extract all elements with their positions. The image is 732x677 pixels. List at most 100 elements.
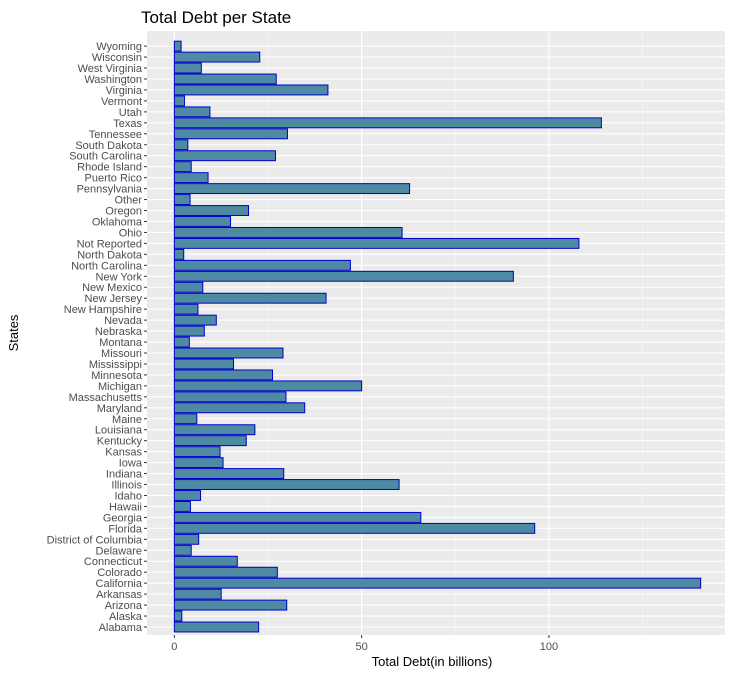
y-tick-label: Arkansas [96, 589, 142, 601]
x-tick-label: 0 [171, 641, 177, 653]
bar [173, 522, 536, 534]
y-tick-label: Vermont [101, 96, 142, 108]
y-tick-label: Idaho [114, 490, 142, 502]
y-tick-label: California [96, 578, 143, 590]
chart-title: Total Debt per State [141, 8, 291, 27]
y-tick-label: Montana [99, 337, 143, 349]
bar [173, 479, 400, 490]
bar [173, 380, 363, 392]
y-tick-label: Minnesota [91, 370, 143, 382]
y-tick-label: Iowa [119, 458, 143, 470]
y-tick-label: Colorado [97, 567, 142, 579]
bar [173, 369, 273, 381]
bar [173, 281, 204, 293]
bar [173, 194, 191, 206]
bar [173, 117, 602, 129]
y-tick-label: District of Columbia [47, 534, 143, 546]
bar [173, 490, 202, 501]
y-tick-label: Utah [119, 107, 142, 119]
y-tick-label: Mississippi [89, 359, 142, 371]
y-tick-label: Indiana [106, 469, 143, 481]
bar [173, 588, 222, 600]
y-tick-label: Pennsylvania [77, 184, 143, 196]
bar [173, 511, 422, 523]
y-tick-label: Other [114, 195, 142, 207]
bar [173, 259, 351, 271]
y-tick-label: Texas [113, 118, 142, 130]
bar [173, 555, 238, 567]
bar [173, 468, 285, 480]
bar [173, 457, 224, 469]
bar [173, 292, 327, 304]
y-tick-label: Oregon [105, 206, 142, 218]
y-tick-label: Nevada [104, 315, 143, 327]
y-tick-label: Michigan [98, 381, 142, 393]
y-tick-label: South Dakota [75, 140, 143, 152]
x-axis: 0 50 100 [171, 635, 558, 653]
y-tick-label: Virginia [106, 85, 143, 97]
bars [173, 40, 702, 633]
y-tick-label: Tennessee [89, 129, 142, 141]
bar [173, 402, 306, 414]
bar [173, 544, 192, 556]
y-tick-label: Alabama [99, 622, 143, 634]
y-tick-label: Not Reported [77, 238, 142, 250]
bar [173, 500, 191, 512]
x-axis-title: Total Debt(in billions) [372, 654, 493, 669]
bar [173, 183, 411, 195]
bar [173, 599, 288, 611]
y-tick-label: Delaware [96, 545, 142, 557]
bar [173, 336, 190, 348]
y-tick-label: Massachusetts [69, 392, 143, 404]
bar [173, 205, 250, 216]
bar [173, 216, 232, 227]
bar [173, 566, 278, 578]
bar [173, 358, 235, 370]
bar [173, 73, 277, 85]
bar [173, 172, 209, 184]
y-tick-label: Kentucky [97, 436, 143, 448]
y-tick-label: Rhode Island [77, 162, 142, 174]
bar [173, 424, 256, 436]
y-tick-label: Arizona [105, 600, 143, 612]
bar [173, 226, 403, 238]
y-tick-label: Washington [84, 74, 142, 86]
y-tick-label: Kansas [105, 447, 142, 459]
bar [173, 621, 260, 633]
bar [173, 51, 261, 63]
bar [173, 303, 199, 315]
y-tick-label: Ohio [119, 227, 142, 239]
y-axis: AlabamaAlaskaArizonaArkansasCaliforniaCo… [47, 41, 147, 634]
bar [173, 446, 221, 458]
bar [173, 237, 580, 249]
y-tick-label: Maryland [97, 403, 142, 415]
x-tick-label: 50 [356, 641, 368, 653]
y-tick-label: Wisconsin [92, 52, 142, 64]
bar [173, 270, 514, 282]
bar [173, 435, 247, 447]
bar [173, 84, 329, 96]
y-tick-label: Connecticut [84, 556, 142, 568]
y-tick-label: Alaska [109, 611, 143, 623]
bar [173, 325, 205, 337]
bar [173, 347, 284, 359]
y-tick-label: New Hampshire [64, 304, 142, 316]
bar [173, 95, 185, 107]
y-tick-label: New York [96, 271, 143, 283]
y-tick-label: West Virginia [78, 63, 143, 75]
bar [173, 314, 217, 326]
y-tick-label: Nebraska [95, 326, 143, 338]
y-tick-label: Hawaii [109, 501, 142, 513]
bar [173, 40, 182, 52]
y-axis-title: States [6, 314, 21, 351]
x-tick-label: 100 [540, 641, 558, 653]
bar [173, 106, 211, 118]
y-tick-label: Georgia [103, 512, 143, 524]
y-tick-label: New Mexico [82, 282, 142, 294]
bar [173, 577, 702, 589]
bar [173, 150, 276, 162]
bar [173, 128, 288, 140]
bar [173, 610, 183, 622]
y-tick-label: Illinois [111, 480, 142, 492]
y-tick-label: Wyoming [96, 41, 142, 53]
